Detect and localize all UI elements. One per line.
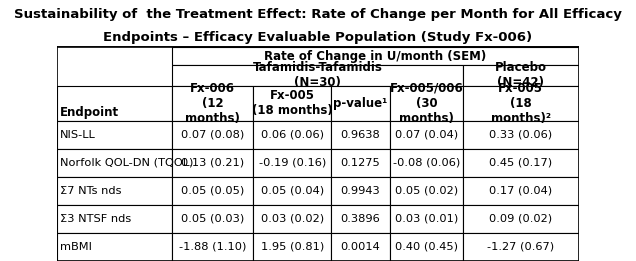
Text: -1.88 (1.10): -1.88 (1.10) (179, 242, 246, 252)
Bar (463, 86, 579, 121)
Text: 0.05 (0.04): 0.05 (0.04) (261, 186, 324, 196)
Bar (172, 47, 579, 65)
Text: Rate of Change in U/month (SEM): Rate of Change in U/month (SEM) (264, 50, 487, 63)
Text: 0.9638: 0.9638 (341, 130, 380, 140)
Bar (253, 121, 331, 149)
Text: Fx-005
(18
months)²: Fx-005 (18 months)² (491, 82, 551, 125)
Text: Endpoints – Efficacy Evaluable Population (Study Fx-006): Endpoints – Efficacy Evaluable Populatio… (104, 31, 532, 44)
Bar (390, 233, 463, 261)
Text: Fx-005
(18 months): Fx-005 (18 months) (252, 89, 333, 117)
Text: 0.17 (0.04): 0.17 (0.04) (489, 186, 552, 196)
Text: 0.13 (0.21): 0.13 (0.21) (181, 158, 244, 168)
Bar (57, 86, 172, 121)
Text: -0.08 (0.06): -0.08 (0.06) (393, 158, 460, 168)
Bar (390, 121, 463, 149)
Text: Norfolk QOL-DN (TQOL): Norfolk QOL-DN (TQOL) (60, 158, 193, 168)
Bar (57, 149, 172, 177)
Bar (331, 121, 390, 149)
Text: -1.27 (0.67): -1.27 (0.67) (487, 242, 554, 252)
Text: 0.07 (0.04): 0.07 (0.04) (395, 130, 458, 140)
Bar (331, 205, 390, 233)
Bar (57, 65, 172, 86)
Bar (390, 149, 463, 177)
Text: 0.9943: 0.9943 (341, 186, 380, 196)
Bar (57, 205, 172, 233)
Bar (463, 149, 579, 177)
Bar (331, 86, 390, 121)
Bar (463, 205, 579, 233)
Text: 0.40 (0.45): 0.40 (0.45) (395, 242, 458, 252)
Bar (57, 233, 172, 261)
Text: 0.03 (0.02): 0.03 (0.02) (261, 214, 324, 224)
Text: 0.09 (0.02): 0.09 (0.02) (489, 214, 552, 224)
Bar (172, 121, 253, 149)
Bar (331, 177, 390, 205)
Bar (253, 177, 331, 205)
Text: Placebo
(N=42): Placebo (N=42) (495, 61, 547, 89)
Bar (253, 205, 331, 233)
Text: Σ7 NTs nds: Σ7 NTs nds (60, 186, 121, 196)
Bar (172, 177, 253, 205)
Bar (253, 86, 331, 121)
Text: Σ3 NTSF nds: Σ3 NTSF nds (60, 214, 132, 224)
Text: Endpoint: Endpoint (60, 106, 119, 119)
Bar (172, 233, 253, 261)
Text: mBMI: mBMI (60, 242, 92, 252)
Text: 0.3896: 0.3896 (341, 214, 380, 224)
Text: 0.05 (0.05): 0.05 (0.05) (181, 186, 244, 196)
Text: 1.95 (0.81): 1.95 (0.81) (261, 242, 324, 252)
Bar (57, 177, 172, 205)
Bar (57, 47, 579, 261)
Bar (463, 121, 579, 149)
Text: 0.33 (0.06): 0.33 (0.06) (489, 130, 552, 140)
Text: 0.06 (0.06): 0.06 (0.06) (261, 130, 324, 140)
Bar (463, 233, 579, 261)
Text: p-value¹: p-value¹ (333, 97, 387, 110)
Text: 0.05 (0.03): 0.05 (0.03) (181, 214, 244, 224)
Bar (57, 47, 172, 65)
Bar (390, 177, 463, 205)
Bar (463, 177, 579, 205)
Bar (253, 233, 331, 261)
Text: 0.0014: 0.0014 (341, 242, 380, 252)
Text: 0.05 (0.02): 0.05 (0.02) (395, 186, 458, 196)
Bar (172, 65, 463, 86)
Text: NIS-LL: NIS-LL (60, 130, 96, 140)
Bar (172, 205, 253, 233)
Text: 0.45 (0.17): 0.45 (0.17) (489, 158, 552, 168)
Text: -0.19 (0.16): -0.19 (0.16) (259, 158, 326, 168)
Bar (172, 149, 253, 177)
Bar (390, 205, 463, 233)
Text: Tafamidis-Tafamidis
(N=30): Tafamidis-Tafamidis (N=30) (252, 61, 382, 89)
Text: Sustainability of  the Treatment Effect: Rate of Change per Month for All Effica: Sustainability of the Treatment Effect: … (14, 8, 622, 21)
Text: Fx-006
(12
months): Fx-006 (12 months) (185, 82, 240, 125)
Text: Fx-005/006
(30
months): Fx-005/006 (30 months) (389, 82, 463, 125)
Text: 0.07 (0.08): 0.07 (0.08) (181, 130, 244, 140)
Bar (463, 65, 579, 86)
Bar (331, 233, 390, 261)
Bar (331, 149, 390, 177)
Bar (57, 121, 172, 149)
Bar (253, 149, 331, 177)
Bar (390, 86, 463, 121)
Text: 0.1275: 0.1275 (341, 158, 380, 168)
Bar (172, 86, 253, 121)
Text: 0.03 (0.01): 0.03 (0.01) (395, 214, 458, 224)
